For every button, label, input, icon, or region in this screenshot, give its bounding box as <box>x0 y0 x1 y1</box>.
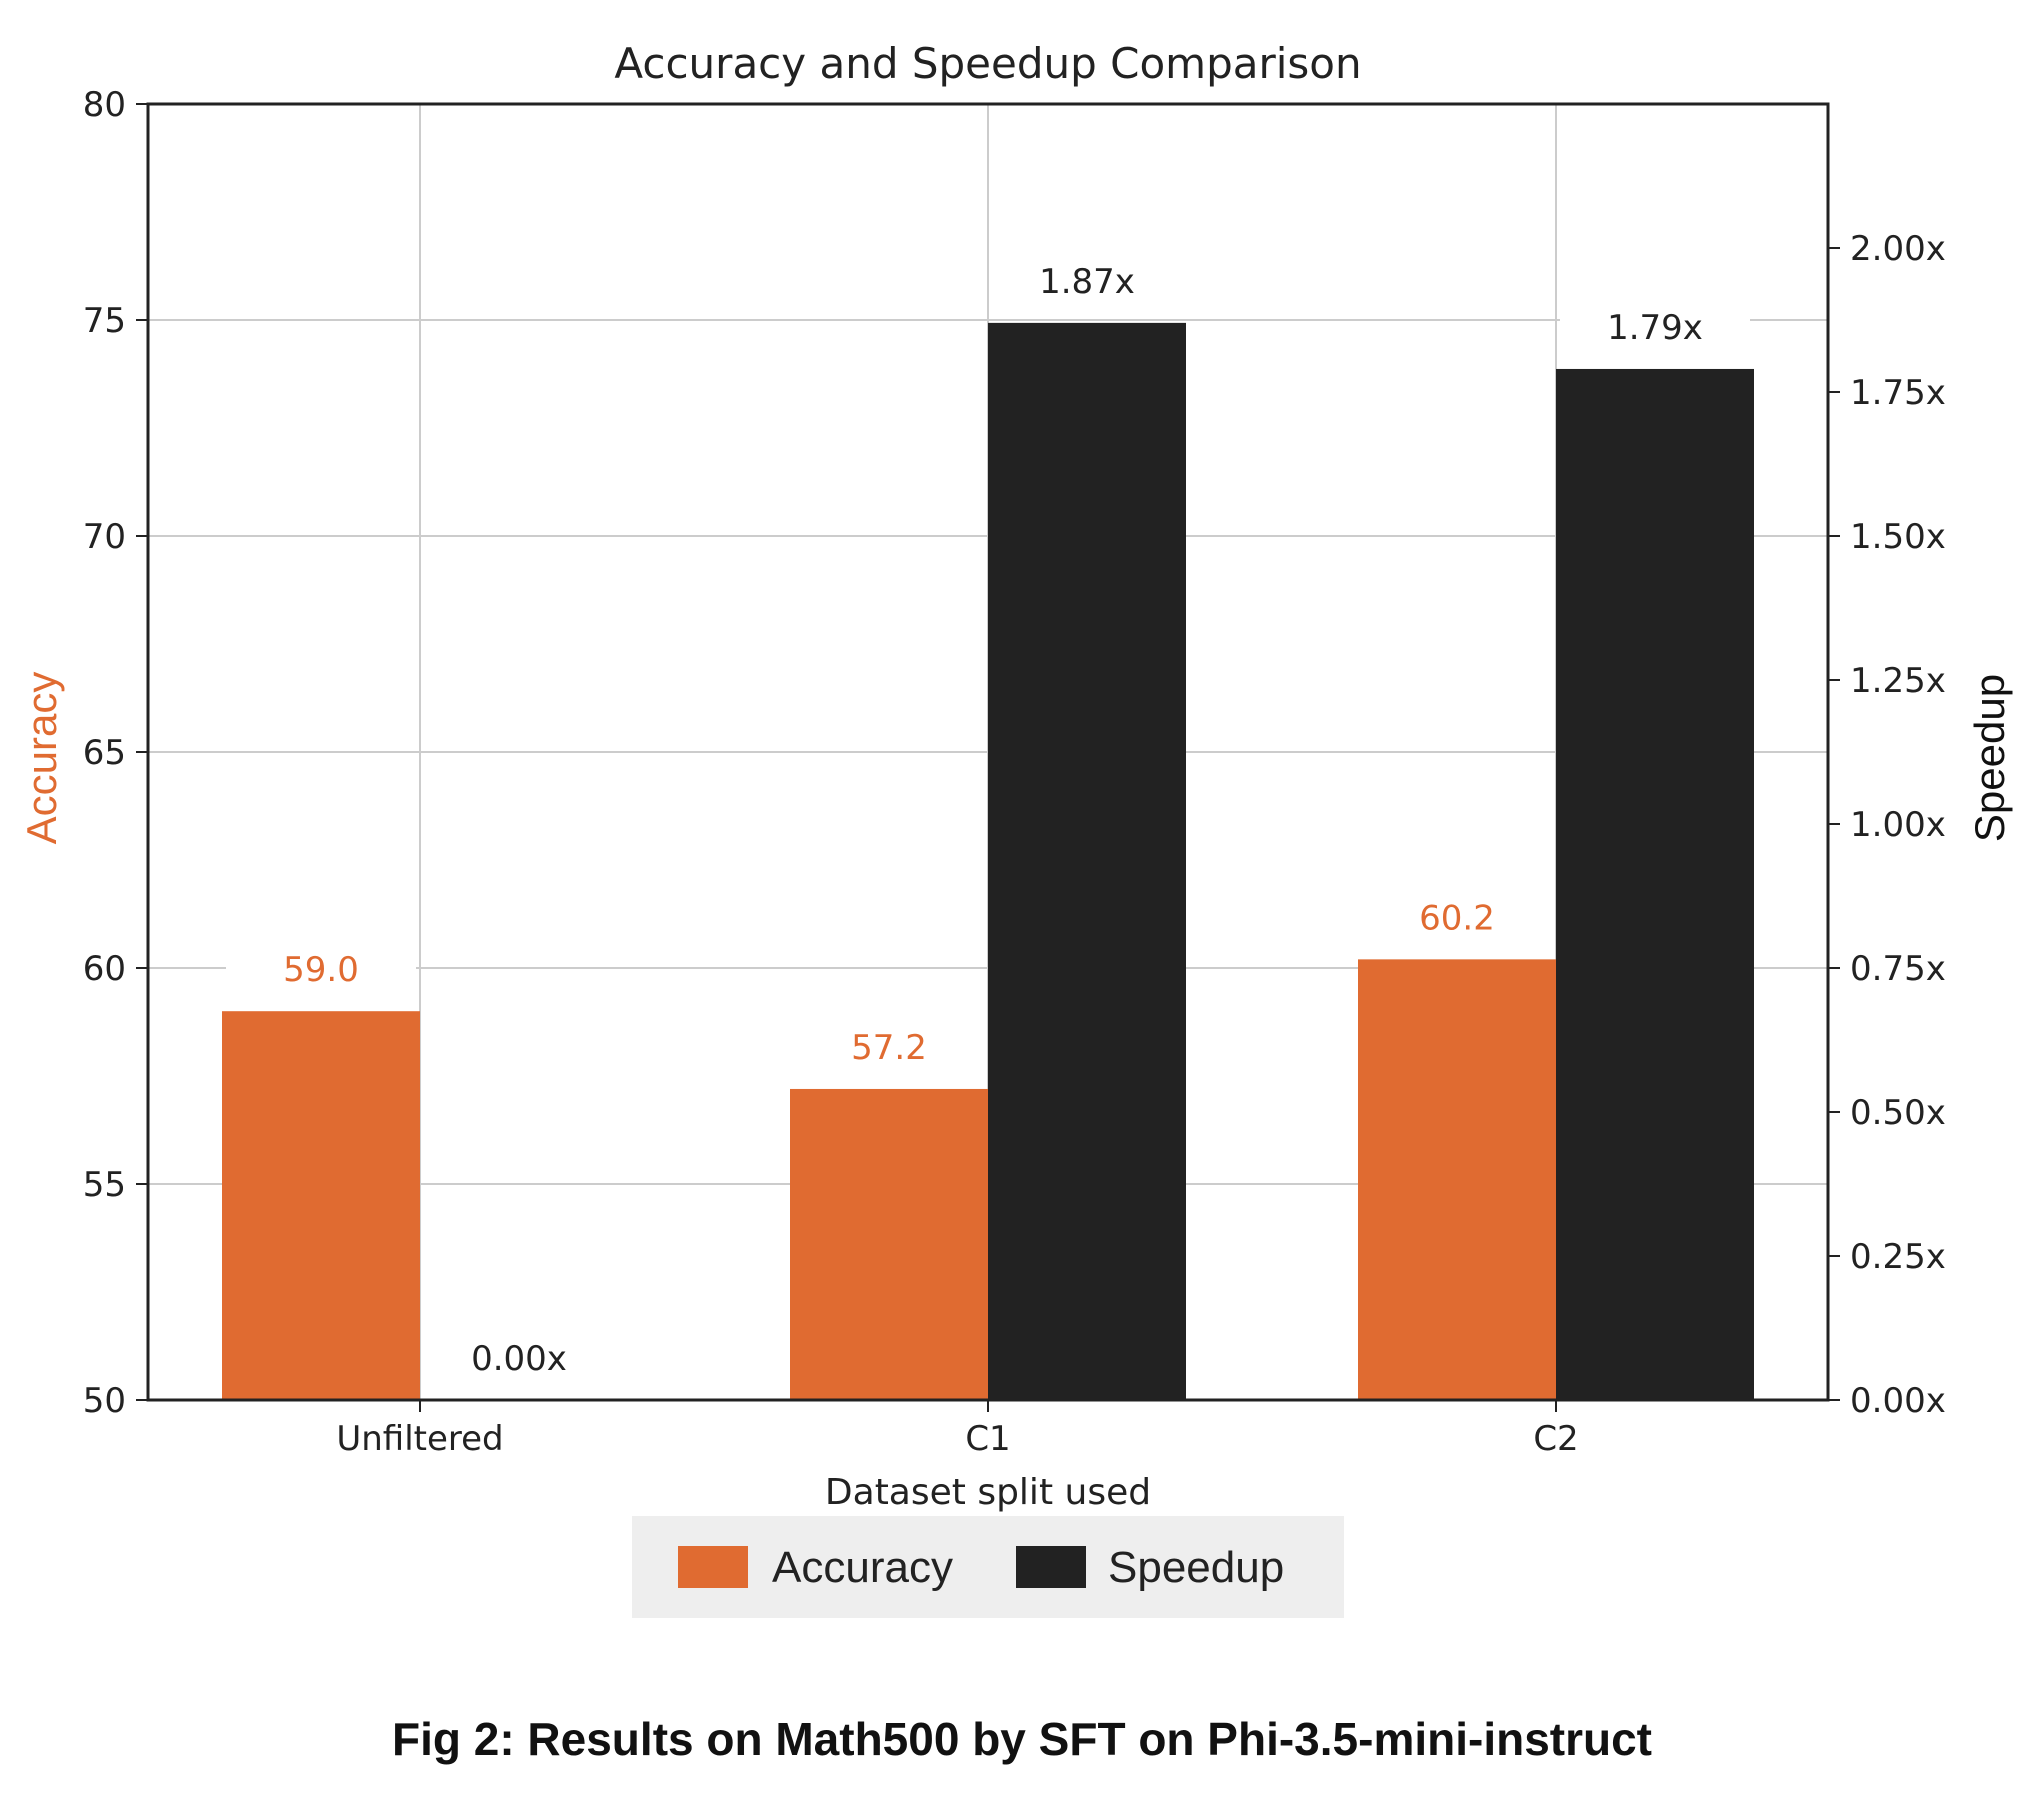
data-label-background <box>226 937 416 1000</box>
chart-title: Accuracy and Speedup Comparison <box>614 39 1361 88</box>
left-tick-label: 65 <box>83 733 126 773</box>
left-tick-label: 55 <box>83 1165 126 1205</box>
right-tick-label: 0.75x <box>1850 949 1946 989</box>
legend-swatch-speedup <box>1016 1546 1086 1588</box>
data-label-accuracy: 60.2 <box>1419 898 1495 938</box>
bar-accuracy <box>1358 959 1556 1400</box>
legend-swatch-accuracy <box>678 1546 748 1588</box>
left-tick-label: 60 <box>83 949 126 989</box>
right-axis-ticks: 0.00x 0.25x 0.50x 0.75x 1.00x 1.25x 1.50x 1.75x… <box>1828 229 1946 1421</box>
data-label-speedup: 0.00x <box>471 1339 567 1379</box>
legend-label-accuracy: Accuracy <box>772 1543 953 1592</box>
left-tick-label: 70 <box>83 517 126 557</box>
bars <box>222 322 1754 1401</box>
data-label-background <box>1362 885 1552 948</box>
legend-label-speedup: Speedup <box>1108 1543 1284 1592</box>
legend: Accuracy Speedup <box>632 1516 1344 1618</box>
data-labels: 59.0 57.2 60.2 0.00x 1.87x 1.79x <box>226 248 1750 1388</box>
x-axis-ticks: Unfiltered C1 C2 <box>336 1400 1579 1459</box>
data-label-background <box>424 1326 614 1388</box>
bar-speedup <box>988 322 1186 1400</box>
bar-speedup <box>1556 368 1754 1401</box>
right-tick-label: 2.00x <box>1850 229 1946 269</box>
data-label-background <box>992 248 1182 311</box>
data-label-background <box>794 1014 984 1077</box>
left-axis-ticks: 50 55 60 65 70 75 80 <box>83 85 148 1421</box>
legend-box <box>632 1516 1344 1618</box>
left-tick-label: 80 <box>83 85 126 125</box>
right-tick-label: 1.75x <box>1850 373 1946 413</box>
y-axis-right-label: Speedup <box>1966 674 2013 842</box>
bar-accuracy <box>222 1011 420 1400</box>
right-tick-label: 1.00x <box>1850 805 1946 845</box>
right-tick-label: 0.00x <box>1850 1381 1946 1421</box>
data-label-accuracy: 59.0 <box>283 950 359 990</box>
x-tick-label: C1 <box>965 1419 1010 1459</box>
right-tick-label: 1.50x <box>1850 517 1946 557</box>
data-label-speedup: 1.87x <box>1039 262 1135 302</box>
data-label-background <box>1560 294 1750 357</box>
data-label-accuracy: 57.2 <box>851 1028 927 1068</box>
data-label-speedup: 1.79x <box>1607 308 1703 348</box>
x-tick-label: Unfiltered <box>336 1419 503 1459</box>
right-tick-label: 0.25x <box>1850 1237 1946 1277</box>
figure-caption: Fig 2: Results on Math500 by SFT on Phi-… <box>391 1713 1652 1765</box>
x-axis-label: Dataset split used <box>825 1472 1151 1513</box>
left-tick-label: 50 <box>83 1381 126 1421</box>
x-tick-label: C2 <box>1533 1419 1578 1459</box>
right-tick-label: 1.25x <box>1850 661 1946 701</box>
bar-accuracy <box>790 1088 988 1400</box>
right-tick-label: 0.50x <box>1850 1093 1946 1133</box>
left-tick-label: 75 <box>83 301 126 341</box>
y-axis-left-label: Accuracy <box>18 672 65 845</box>
